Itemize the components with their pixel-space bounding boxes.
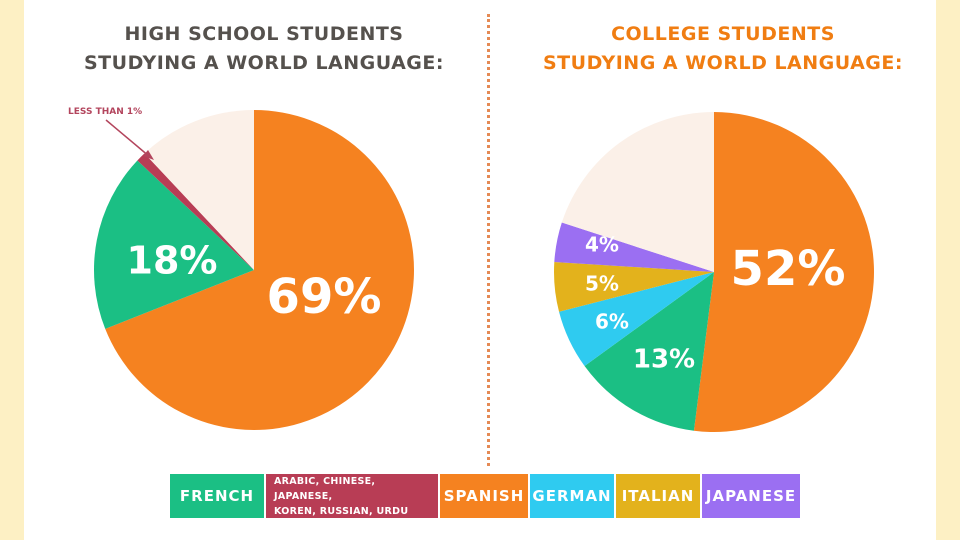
college-pie: 52% 13%6% 5% 4%	[554, 112, 875, 432]
legend-item-spanish: SPANISH	[440, 474, 528, 518]
college-slice-german	[559, 272, 714, 367]
annotation-arrowhead	[143, 150, 154, 160]
college-label-spanish: 52%	[731, 241, 846, 297]
legend: FRENCH ARABIC, CHINESE, JAPANESE, KOREN, …	[170, 474, 800, 518]
hs-slice-spanish	[105, 110, 415, 430]
less-than-one-percent-annotation: LESS THAN 1%	[68, 107, 154, 160]
legend-item-italian: ITALIAN	[616, 474, 700, 518]
legend-item-other: ARABIC, CHINESE, JAPANESE, KOREN, RUSSIA…	[266, 474, 438, 518]
infographic-canvas: HIGH SCHOOL STUDENTS STUDYING A WORLD LA…	[24, 0, 936, 540]
dotted-divider	[487, 14, 490, 466]
college-slice-spanish	[693, 112, 875, 432]
college-label-french: 13%	[633, 345, 695, 375]
legend-item-french: FRENCH	[170, 474, 264, 518]
high-school-pie: 69% 18%	[94, 110, 415, 430]
hs-slice-french	[94, 160, 255, 329]
college-label-italian: 5%	[585, 272, 619, 296]
college-slice-italian	[554, 261, 714, 312]
annotation-text: LESS THAN 1%	[68, 107, 142, 117]
college-label-japanese: 4%	[585, 233, 619, 257]
high-school-chart-title: HIGH SCHOOL STUDENTS STUDYING A WORLD LA…	[84, 23, 444, 74]
hs-label-spanish: 69%	[267, 269, 382, 325]
college-label-german: 6%	[595, 310, 629, 334]
pie-charts: 69% 18% 52% 13%6% 5% 4% LESS THAN 1%	[68, 107, 875, 432]
legend-item-japanese: JAPANESE	[702, 474, 800, 518]
legend-item-german: GERMAN	[530, 474, 614, 518]
college-chart-title: COLLEGE STUDENTS STUDYING A WORLD LANGUA…	[543, 23, 903, 74]
hs-label-french: 18%	[127, 239, 218, 283]
hs-slice-other	[137, 153, 254, 270]
annotation-arrow-line	[105, 119, 151, 158]
hs-slice-remainder	[144, 110, 254, 270]
college-slice-french	[584, 272, 714, 431]
college-slice-japanese	[554, 222, 714, 272]
college-slice-remainder	[561, 112, 714, 272]
